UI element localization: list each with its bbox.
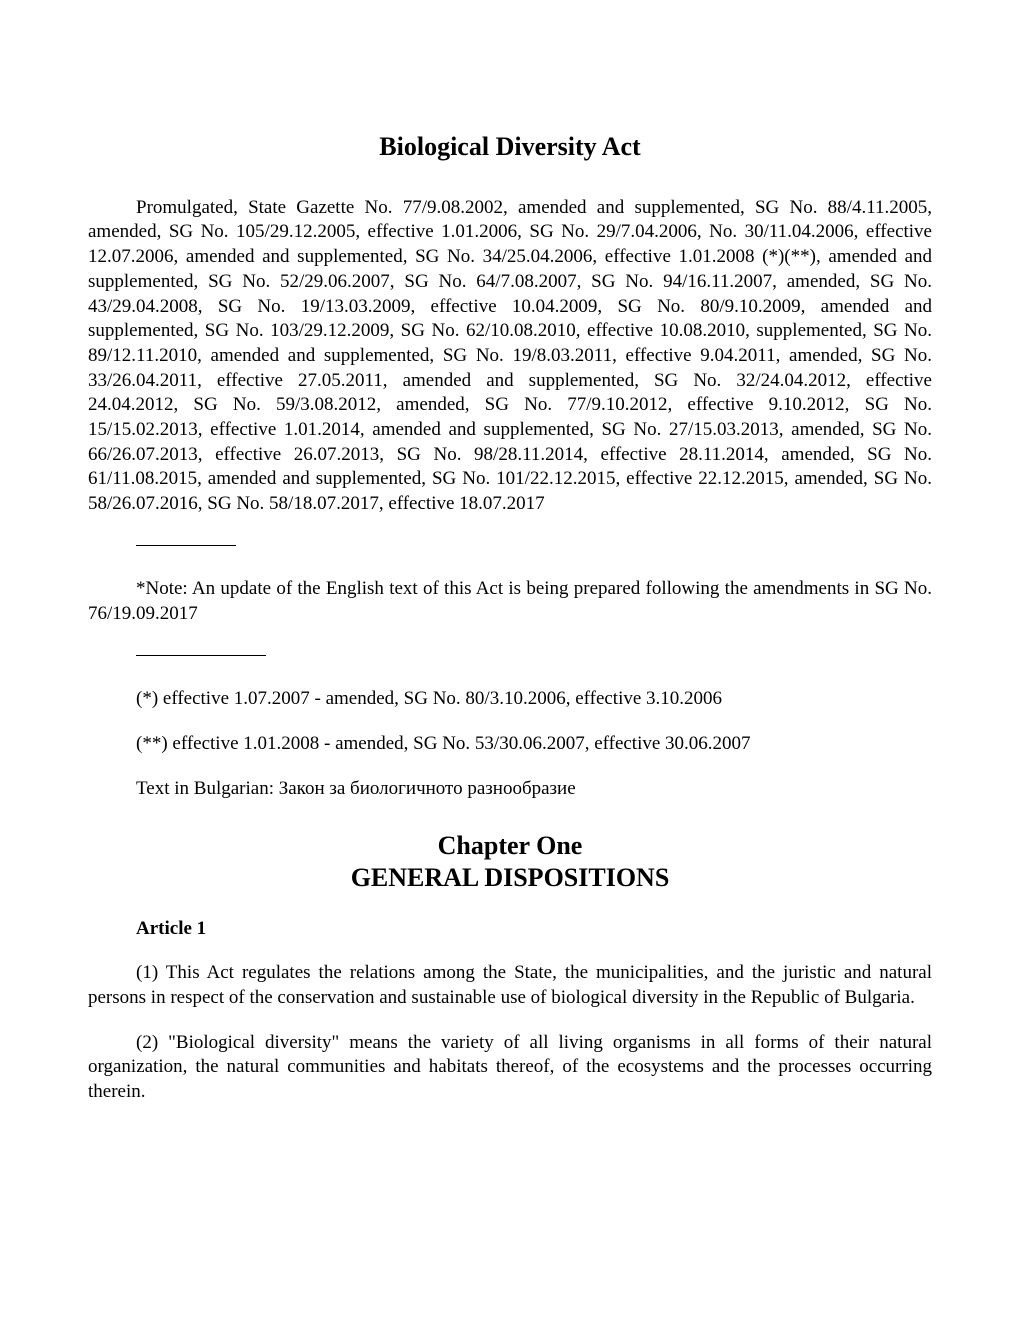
promulgation-paragraph: Promulgated, State Gazette No. 77/9.08.2… xyxy=(88,196,932,517)
footnote-2: (**) effective 1.01.2008 - amended, SG N… xyxy=(88,732,932,757)
text-in-bulgarian: Text in Bulgarian: Закон за биологичното… xyxy=(88,777,932,802)
note-paragraph: *Note: An update of the English text of … xyxy=(88,577,932,626)
chapter-line-2: GENERAL DISPOSITIONS xyxy=(351,863,670,892)
chapter-heading: Chapter One GENERAL DISPOSITIONS xyxy=(88,830,932,895)
article-1-paragraph-2: (2) "Biological diversity" means the var… xyxy=(88,1031,932,1105)
divider-long xyxy=(136,655,266,656)
article-1-heading: Article 1 xyxy=(88,917,932,942)
divider-short xyxy=(136,545,236,546)
footnote-1: (*) effective 1.07.2007 - amended, SG No… xyxy=(88,687,932,712)
chapter-line-1: Chapter One xyxy=(438,831,583,860)
document-title: Biological Diversity Act xyxy=(88,130,932,164)
article-1-paragraph-1: (1) This Act regulates the relations amo… xyxy=(88,961,932,1010)
